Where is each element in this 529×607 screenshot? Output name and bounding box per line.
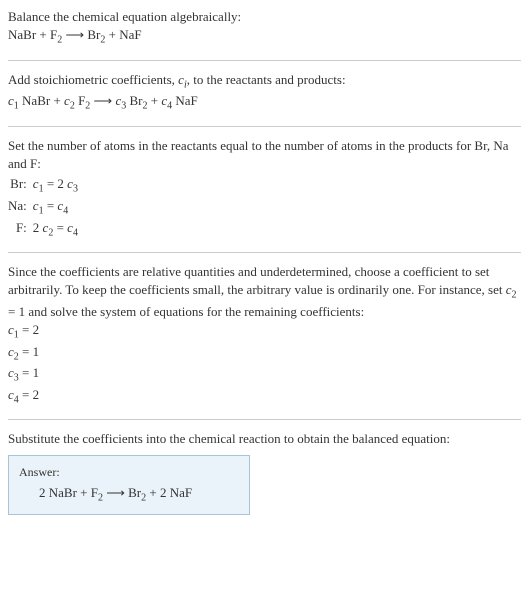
element-label: Na: — [8, 197, 33, 219]
section-problem: Balance the chemical equation algebraica… — [8, 8, 521, 48]
section-coefficients: Add stoichiometric coefficients, ci, to … — [8, 71, 521, 114]
element-label: Br: — [8, 175, 33, 197]
coefficient-value: c4 = 2 — [8, 386, 521, 408]
coefficients-text: Add stoichiometric coefficients, ci, to … — [8, 71, 521, 93]
solve-text: Since the coefficients are relative quan… — [8, 263, 521, 321]
atom-balance-table: Br: c1 = 2 c3 Na: c1 = c4 F: 2 c2 = c4 — [8, 175, 82, 240]
section-answer: Substitute the coefficients into the che… — [8, 430, 521, 515]
problem-statement: Balance the chemical equation algebraica… — [8, 8, 521, 26]
solve-results: c1 = 2 c2 = 1 c3 = 1 c4 = 2 — [8, 321, 521, 407]
section-solve: Since the coefficients are relative quan… — [8, 263, 521, 407]
table-row: F: 2 c2 = c4 — [8, 219, 82, 241]
divider — [8, 252, 521, 253]
answer-title: Answer: — [19, 464, 239, 481]
element-equation: 2 c2 = c4 — [33, 219, 82, 241]
coefficient-value: c1 = 2 — [8, 321, 521, 343]
element-label: F: — [8, 219, 33, 241]
table-row: Na: c1 = c4 — [8, 197, 82, 219]
element-equation: c1 = c4 — [33, 197, 82, 219]
divider — [8, 419, 521, 420]
answer-equation: 2 NaBr + F2 ⟶ Br2 + 2 NaF — [19, 484, 239, 506]
section-atom-balance: Set the number of atoms in the reactants… — [8, 137, 521, 240]
divider — [8, 126, 521, 127]
coefficient-value: c3 = 1 — [8, 364, 521, 386]
table-row: Br: c1 = 2 c3 — [8, 175, 82, 197]
coefficients-equation: c1 NaBr + c2 F2 ⟶ c3 Br2 + c4 NaF — [8, 92, 521, 114]
element-equation: c1 = 2 c3 — [33, 175, 82, 197]
answer-text: Substitute the coefficients into the che… — [8, 430, 521, 448]
atom-balance-text: Set the number of atoms in the reactants… — [8, 137, 521, 173]
divider — [8, 60, 521, 61]
problem-equation: NaBr + F2 ⟶ Br2 + NaF — [8, 26, 521, 48]
answer-box: Answer: 2 NaBr + F2 ⟶ Br2 + 2 NaF — [8, 455, 250, 515]
coefficient-value: c2 = 1 — [8, 343, 521, 365]
